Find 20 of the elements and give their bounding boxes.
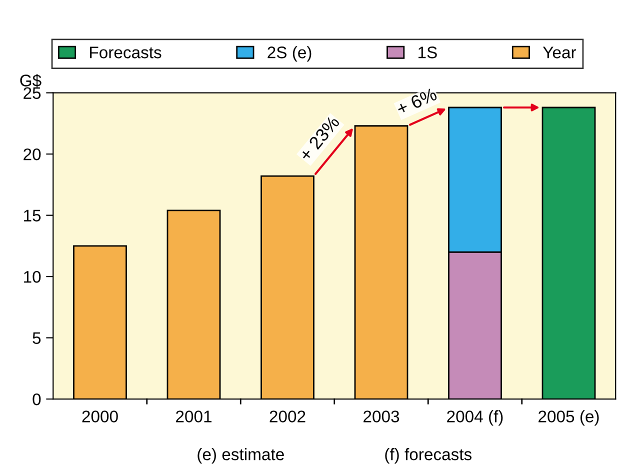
y-tick-label: 25 bbox=[24, 87, 41, 100]
legend-label: 1S bbox=[418, 46, 437, 58]
x-tick-label: 2003 bbox=[364, 410, 400, 422]
y-axis-title: G$ bbox=[20, 74, 42, 88]
legend-label: Year bbox=[542, 46, 576, 58]
text: (e) estimate bbox=[198, 448, 284, 464]
legend-label: Forecasts bbox=[90, 46, 162, 58]
x-tick-label: 2000 bbox=[82, 410, 118, 422]
text: (f) forecasts bbox=[385, 448, 472, 464]
x-tick-label: 2002 bbox=[270, 410, 306, 422]
x-tick-label: 2001 bbox=[176, 410, 212, 422]
y-tick-label: 0 bbox=[32, 393, 41, 406]
annotation: + 6% bbox=[396, 87, 438, 116]
x-tick-label: 2005 (e) bbox=[538, 410, 599, 426]
y-tick-label: 15 bbox=[24, 210, 41, 222]
y-tick-label: 10 bbox=[24, 270, 41, 283]
legend-label: 2S (e) bbox=[268, 46, 312, 62]
x-tick-label: 2004 (f) bbox=[447, 410, 503, 426]
y-tick-label: 20 bbox=[24, 148, 41, 160]
y-tick-label: 5 bbox=[32, 332, 41, 344]
